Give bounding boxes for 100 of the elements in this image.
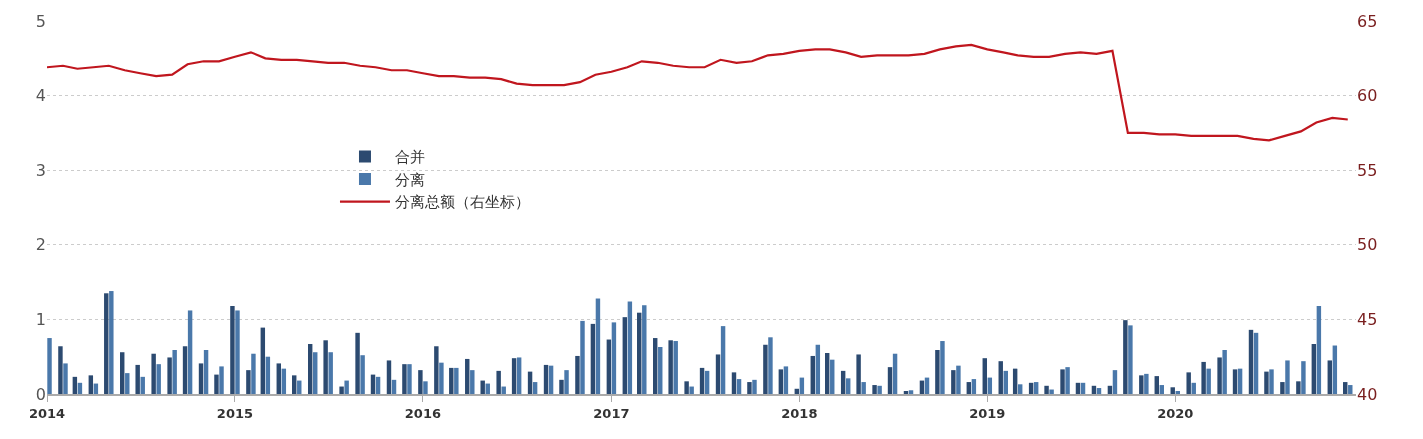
bar (135, 364, 140, 394)
y2-tick-label: 40 (1357, 384, 1378, 404)
bar (276, 363, 281, 394)
bar (903, 391, 909, 394)
x-tick-label: 2016 (404, 405, 441, 421)
bar (872, 385, 877, 394)
bar (564, 370, 569, 394)
bar (684, 381, 689, 394)
bar (516, 357, 522, 394)
bar (402, 364, 407, 394)
bar (407, 364, 412, 394)
bar (511, 358, 517, 394)
bar (595, 298, 601, 394)
bar (47, 338, 52, 394)
bar (590, 323, 596, 394)
bar (198, 363, 204, 394)
bar (313, 352, 318, 394)
bar (1248, 329, 1254, 394)
bar (501, 386, 506, 394)
x-tick-label: 2015 (216, 405, 254, 421)
y-tick-label: 0 (35, 384, 46, 404)
bar (1044, 385, 1049, 394)
y2-tick-label: 60 (1357, 86, 1378, 106)
x-tick-label: 2018 (781, 405, 818, 421)
bar (887, 367, 893, 394)
bar (1253, 332, 1259, 394)
bar (1201, 361, 1206, 394)
bar (1017, 384, 1023, 394)
bar (763, 344, 768, 394)
bar (1206, 368, 1211, 394)
bar (235, 310, 240, 394)
bar (543, 364, 549, 394)
bar (720, 326, 726, 394)
bar (1033, 382, 1039, 394)
legend-label: 合并 (394, 148, 425, 167)
y-tick-label: 5 (35, 11, 46, 31)
bar (1217, 357, 1222, 394)
bar (1296, 381, 1301, 394)
bar (1285, 360, 1290, 394)
y-tick-label: 2 (35, 235, 46, 255)
bar (1269, 369, 1274, 394)
bar (699, 367, 705, 394)
bar (1232, 369, 1238, 394)
bar (465, 358, 470, 394)
bar (982, 358, 987, 394)
x-tick-label: 2017 (593, 405, 630, 421)
bar (1222, 349, 1227, 394)
legend-label: 分离总额（右坐标） (394, 193, 530, 212)
bar (715, 354, 721, 394)
bar (214, 374, 219, 394)
y-tick-label: 1 (35, 310, 46, 329)
bar (120, 352, 125, 394)
bar (731, 372, 737, 394)
bar (470, 370, 475, 394)
bar (1144, 373, 1149, 394)
bar (940, 341, 945, 394)
y2-tick-label: 50 (1357, 235, 1378, 255)
bar (1139, 375, 1144, 394)
bar (167, 357, 172, 394)
bar (1264, 371, 1269, 394)
bar (1311, 344, 1317, 394)
bar (151, 353, 156, 394)
bar (747, 382, 752, 394)
bar (480, 380, 485, 394)
bar (339, 386, 344, 394)
bar (323, 340, 328, 394)
bar (63, 363, 68, 394)
bar (658, 347, 663, 394)
bar (1128, 325, 1133, 394)
bar (642, 305, 647, 394)
bar (418, 370, 423, 394)
bar (58, 346, 63, 394)
bar (1301, 361, 1306, 394)
bar (454, 367, 459, 394)
bar (580, 320, 585, 394)
bar (156, 364, 161, 394)
bar (439, 362, 444, 394)
bar (187, 310, 193, 394)
y-tick-label: 4 (35, 86, 46, 106)
bar (559, 379, 564, 394)
bar (783, 366, 789, 394)
bar (423, 381, 428, 394)
bar (1060, 369, 1065, 394)
bar (627, 301, 633, 394)
bar (951, 370, 956, 394)
bar (1186, 372, 1191, 394)
line-series (47, 43, 1349, 142)
bar (652, 338, 658, 394)
bar (355, 332, 360, 394)
bar (778, 369, 784, 394)
bar (971, 379, 977, 394)
bar (203, 349, 209, 394)
bar (230, 305, 235, 394)
bar (246, 370, 251, 394)
y-tick-label: 3 (35, 160, 46, 180)
bar (434, 346, 439, 394)
bar (251, 353, 256, 394)
bar (768, 337, 773, 394)
bar (1175, 391, 1180, 394)
bar (966, 382, 972, 394)
